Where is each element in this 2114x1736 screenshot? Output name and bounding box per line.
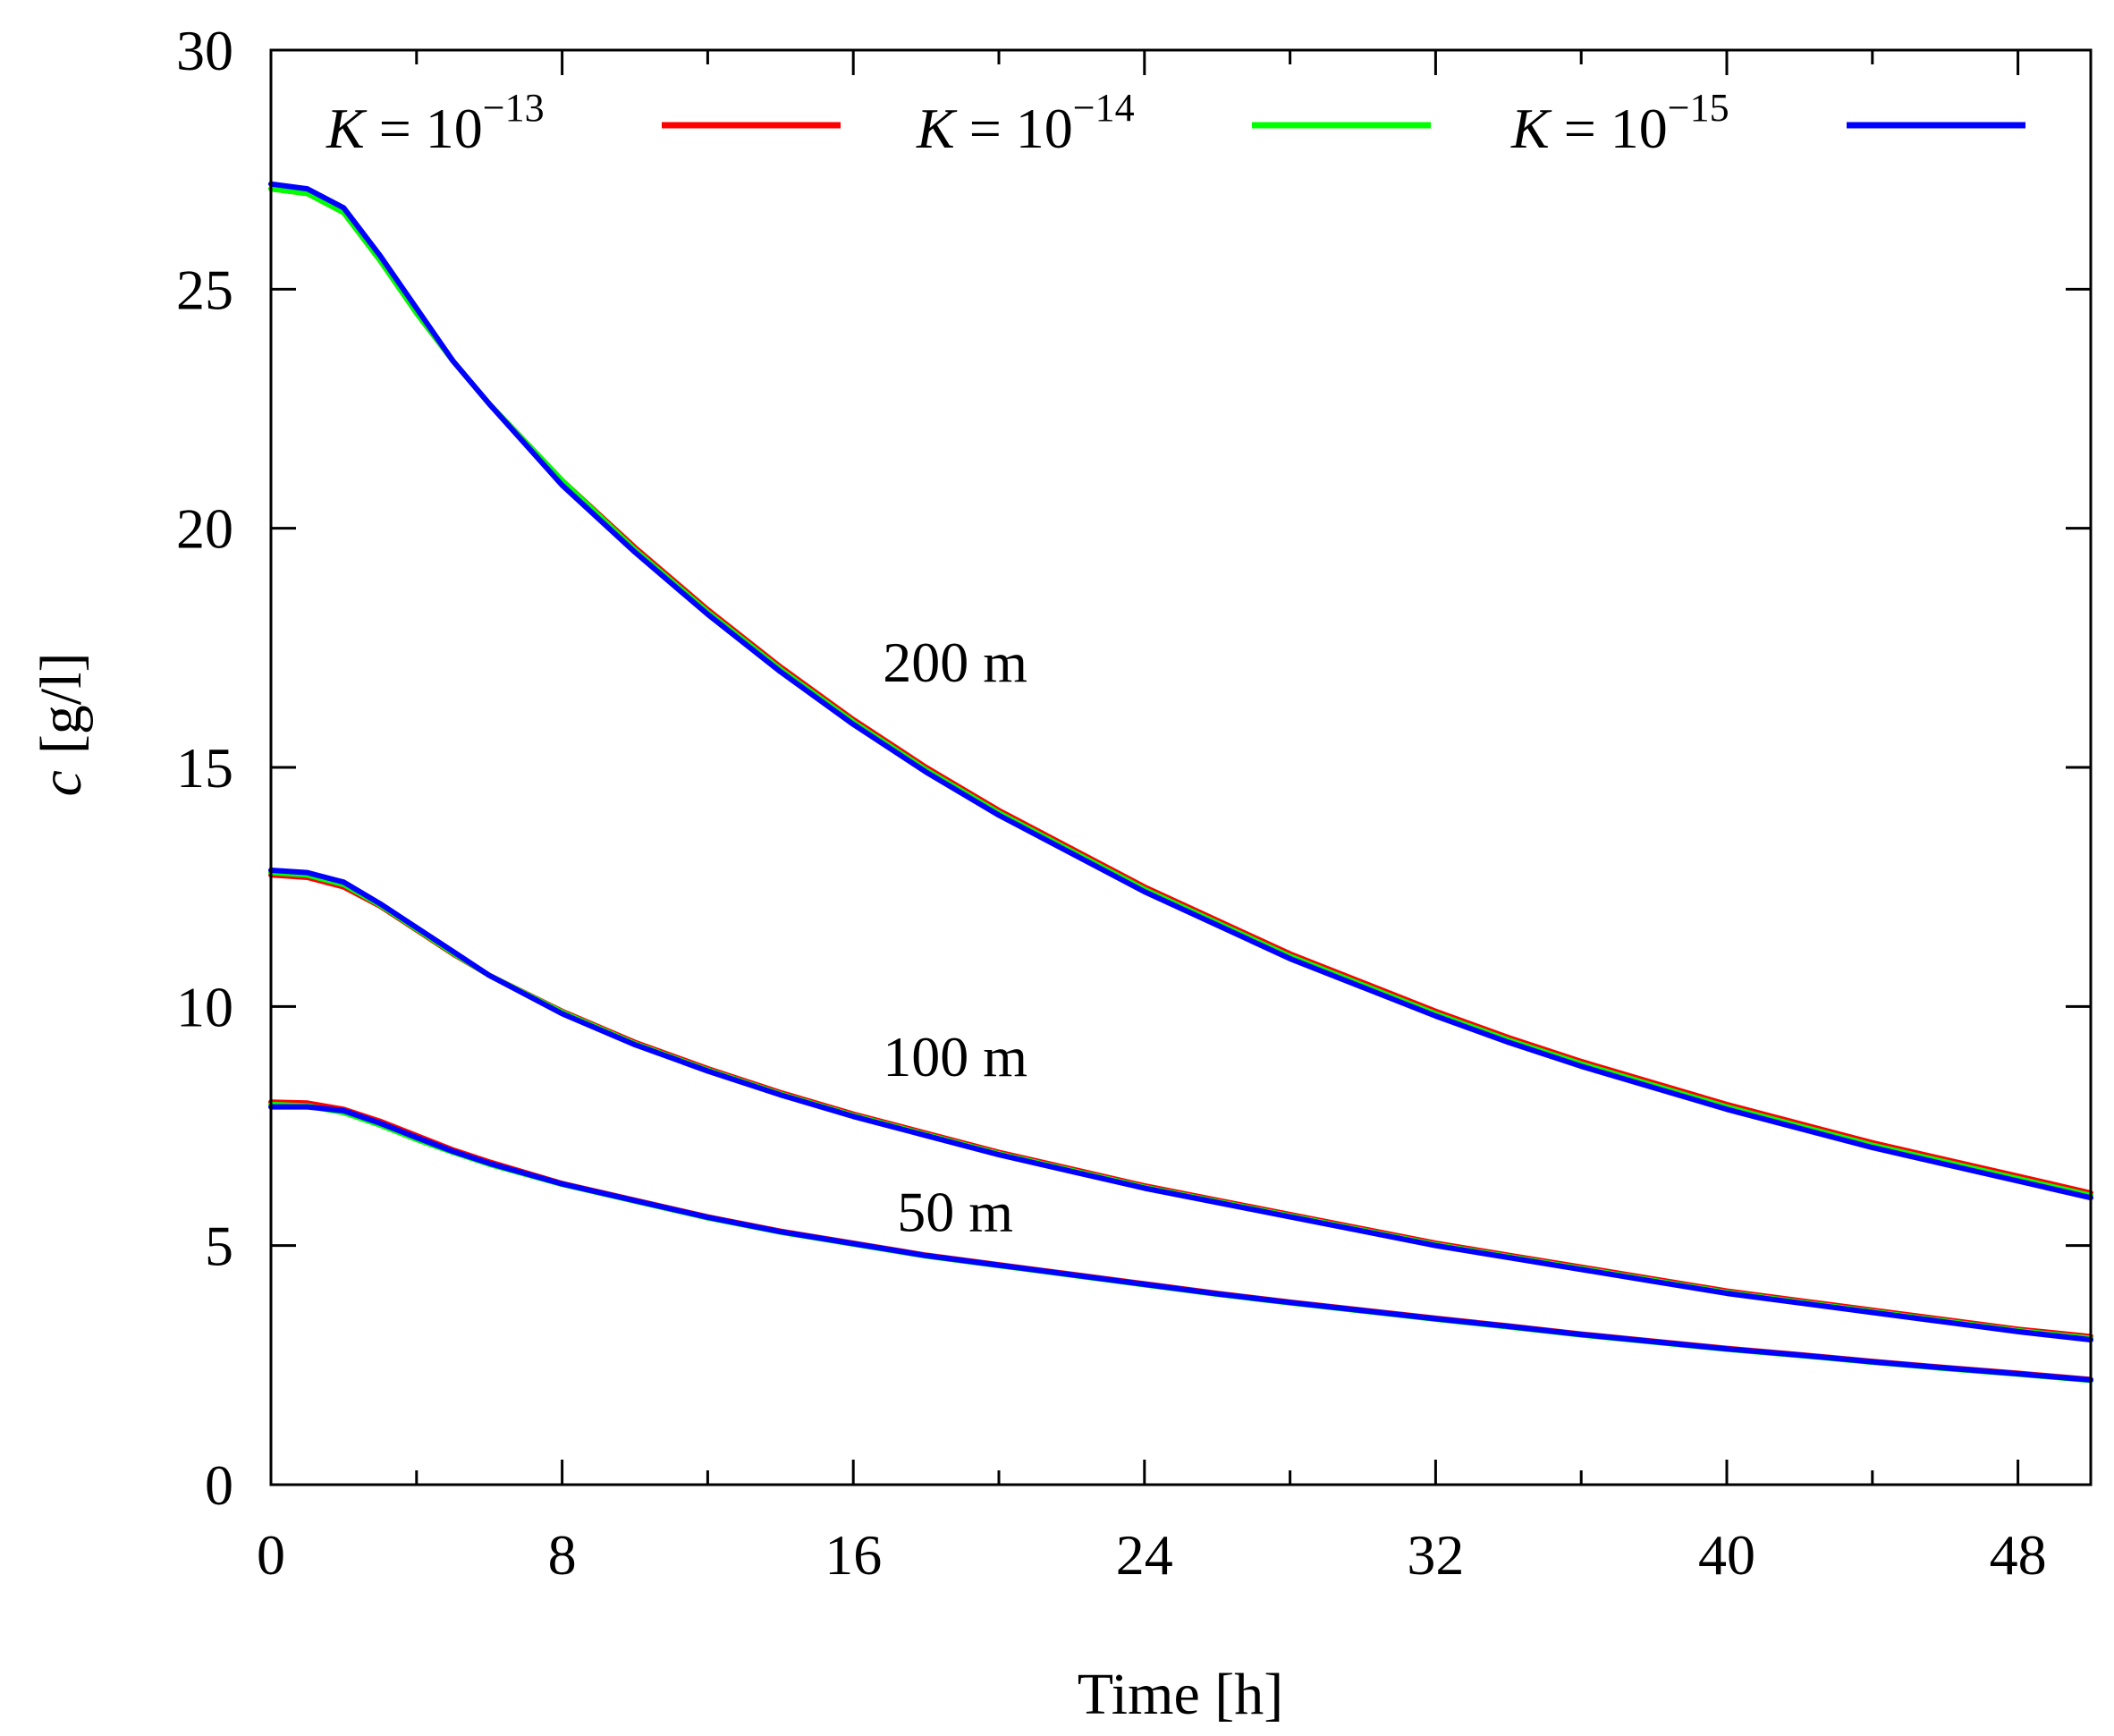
y-tick-label: 5 bbox=[205, 1215, 233, 1278]
legend-base: = 10 bbox=[955, 97, 1073, 160]
legend-exponent: −14 bbox=[1073, 86, 1135, 130]
series-line bbox=[268, 1104, 2093, 1383]
curve-label: 200 m bbox=[883, 631, 1027, 694]
legend-label: K = 10−15 bbox=[1510, 86, 1729, 160]
curve-annotations: 200 m 100 m 50 m bbox=[883, 631, 1027, 1244]
y-tick-label: 0 bbox=[205, 1453, 233, 1517]
y-axis-title: c [g/l] bbox=[29, 653, 94, 797]
series-line bbox=[268, 868, 2093, 1342]
legend-symbol: K bbox=[326, 97, 368, 160]
legend-symbol: K bbox=[1510, 97, 1552, 160]
legend-label: K = 10−14 bbox=[916, 86, 1135, 160]
x-tick-label: 24 bbox=[1116, 1523, 1173, 1587]
x-tick-label: 48 bbox=[1990, 1523, 2047, 1587]
x-axis-title: Time [h] bbox=[1078, 1662, 1283, 1727]
x-tick-label: 40 bbox=[1698, 1523, 1755, 1587]
legend: K = 10−13 K = 10−14 K = 10−15 bbox=[326, 86, 2025, 160]
x-tick-label: 32 bbox=[1407, 1523, 1464, 1587]
y-tick-label: 30 bbox=[176, 19, 233, 82]
plot-frame bbox=[269, 48, 2093, 1486]
curve-label: 50 m bbox=[897, 1181, 1013, 1244]
curve-label: 100 m bbox=[883, 1025, 1027, 1088]
legend-exponent: −15 bbox=[1668, 86, 1729, 130]
legend-label: K = 10−13 bbox=[326, 86, 545, 160]
x-tick-label: 8 bbox=[548, 1523, 577, 1587]
legend-exponent: −13 bbox=[483, 86, 545, 130]
axis-tick-labels: 0 8 16 24 32 40 48 0 5 10 15 20 25 30 bbox=[176, 19, 2047, 1587]
legend-base: = 10 bbox=[365, 97, 483, 160]
y-axis-symbol: c bbox=[29, 770, 94, 796]
y-tick-label: 25 bbox=[176, 258, 233, 321]
data-curves bbox=[268, 181, 2093, 1384]
y-tick-label: 10 bbox=[176, 975, 233, 1038]
series-line bbox=[268, 181, 2093, 1201]
y-tick-label: 20 bbox=[176, 497, 233, 561]
legend-base: = 10 bbox=[1550, 97, 1668, 160]
legend-symbol: K bbox=[916, 97, 958, 160]
x-tick-label: 0 bbox=[257, 1523, 285, 1587]
x-tick-label: 16 bbox=[824, 1523, 882, 1587]
y-tick-label: 15 bbox=[176, 736, 233, 800]
plot-frame-group bbox=[269, 48, 2093, 1486]
y-axis-unit: [g/l] bbox=[29, 653, 94, 755]
